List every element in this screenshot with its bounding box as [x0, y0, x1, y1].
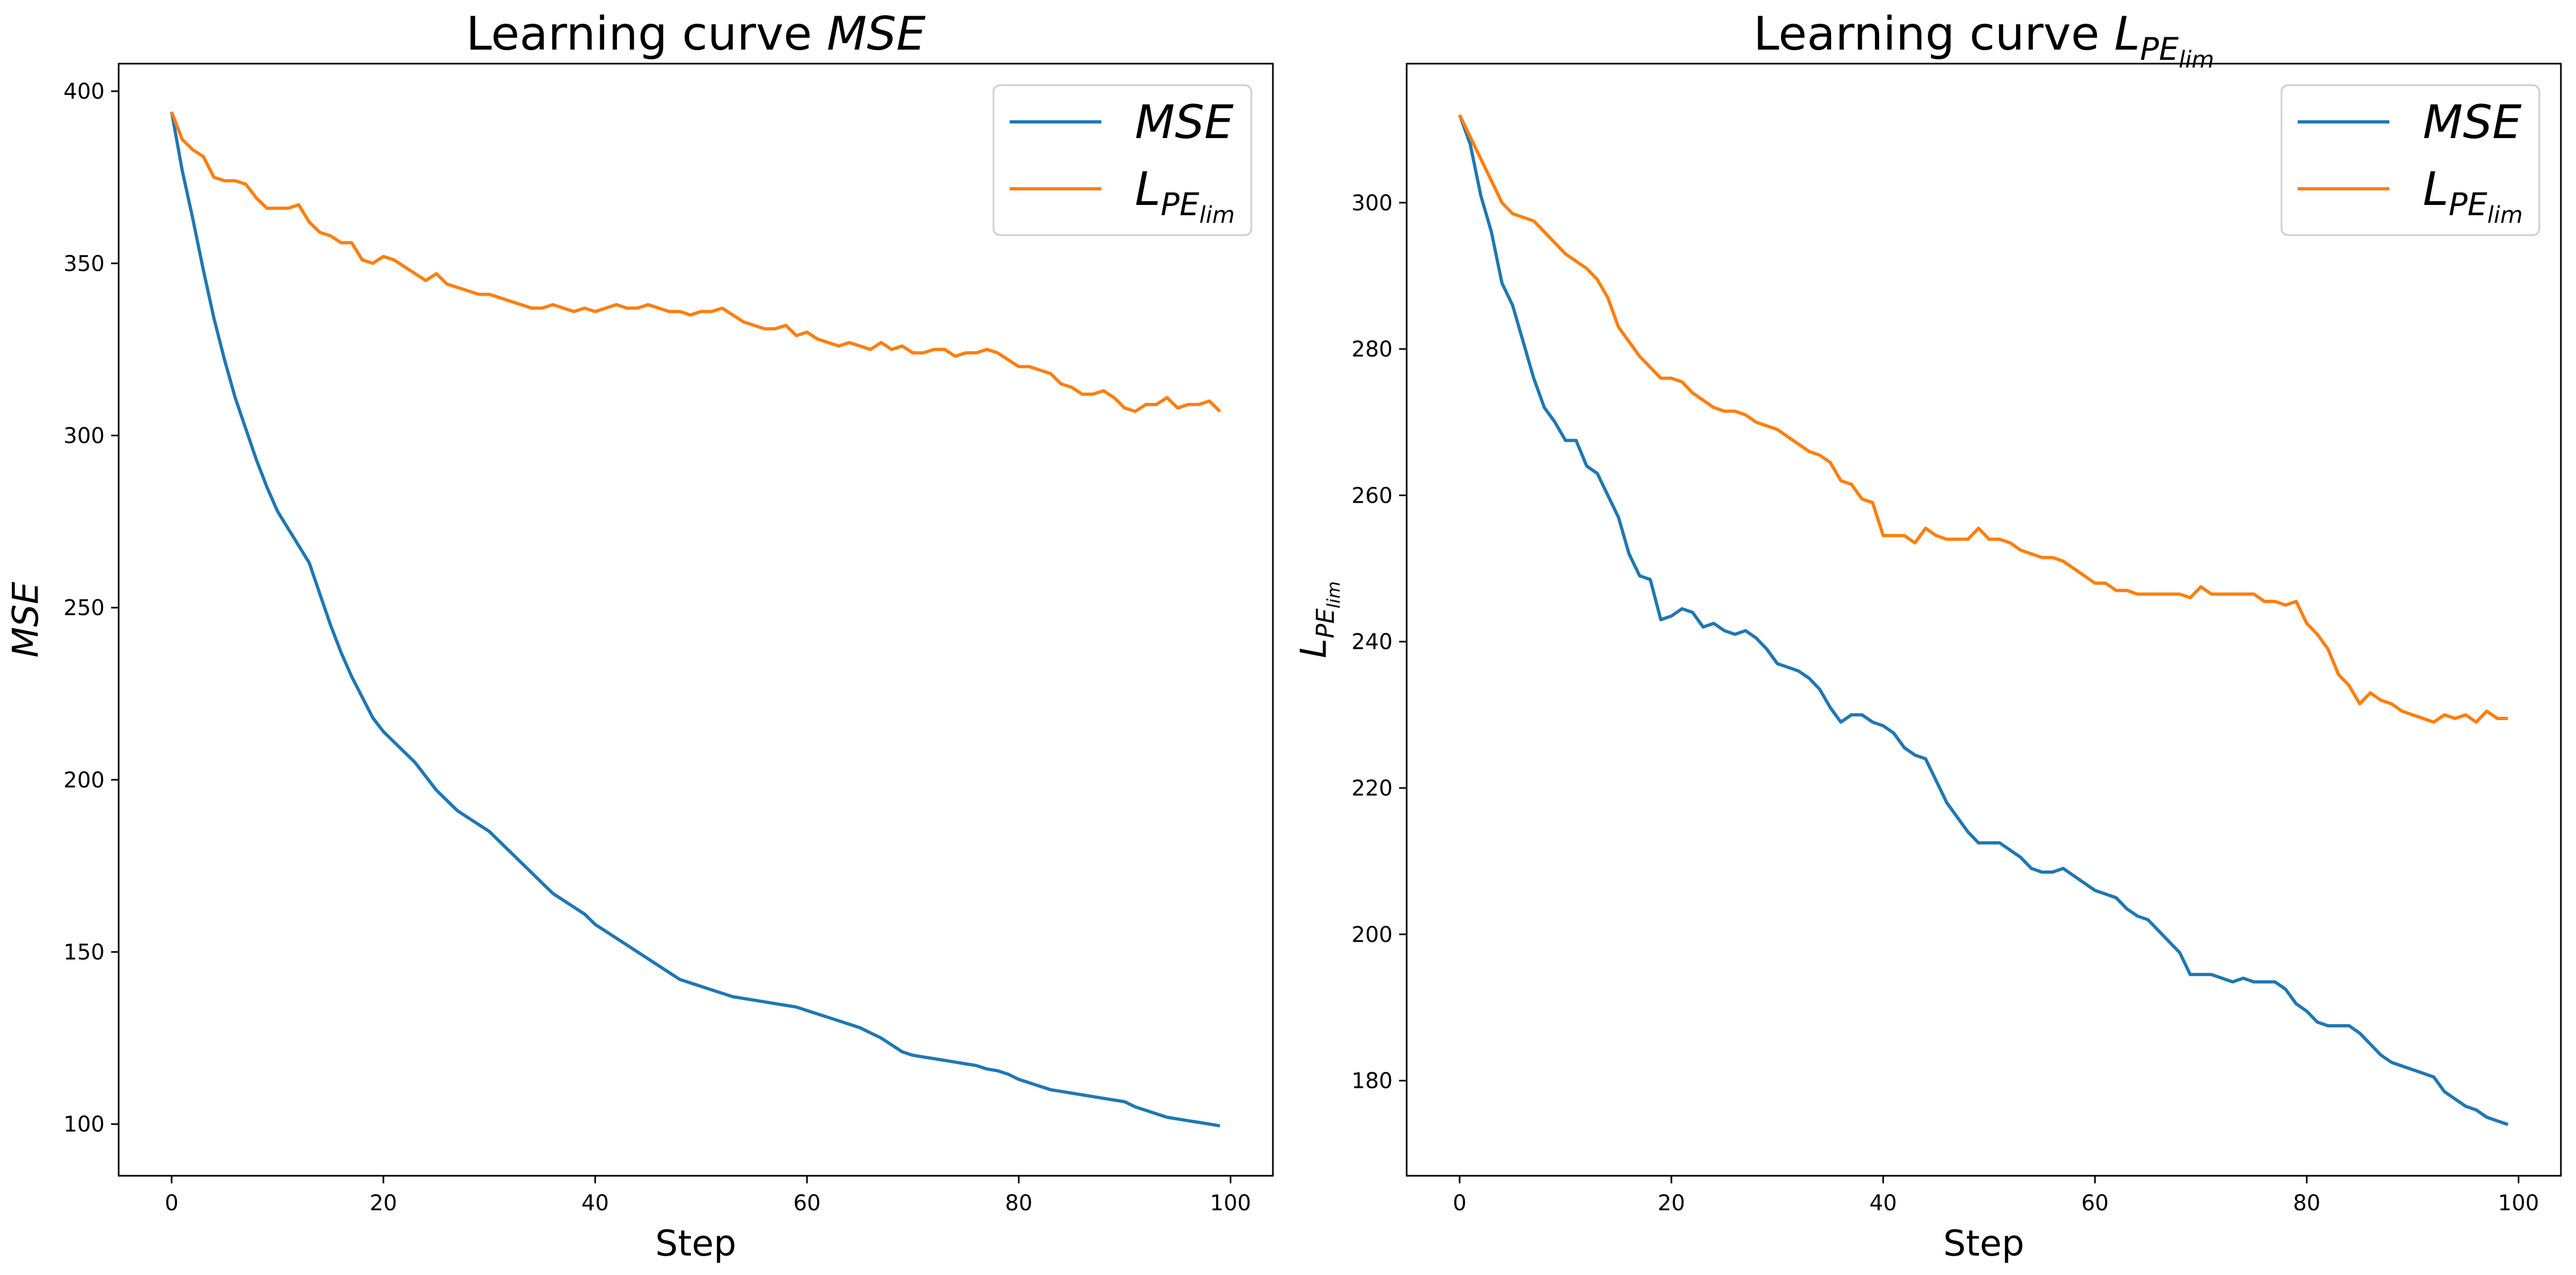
series-line-lpe [1458, 114, 2508, 724]
math-base: MSE [5, 581, 46, 657]
x-tick-label: 60 [793, 1191, 821, 1216]
series-line-mse [170, 111, 1221, 1128]
math-base: MSE [827, 7, 926, 61]
math-base: MSE [1135, 95, 1234, 149]
x-tick-label: 0 [1453, 1191, 1466, 1216]
math-subsubscript: lim [1323, 581, 1344, 608]
legend-label: MSE [1135, 95, 1234, 149]
y-tick-label: 300 [64, 423, 105, 448]
y-axis-label: MSE [5, 581, 46, 657]
chart-panel-mse: Learning curve MSE 0 20 40 60 80 100 100 150 200 2… [5, 7, 1274, 1264]
math-base: L [2114, 7, 2140, 61]
math-base: L [1135, 162, 1161, 216]
chart-title: Learning curve MSE [466, 7, 926, 61]
legend: MSE LPElim [2280, 84, 2540, 236]
math-subscript: PE [2449, 186, 2488, 223]
y-tick-label: 150 [64, 940, 105, 965]
math-base: L [1293, 639, 1334, 659]
legend-label: LPElim [1135, 162, 1235, 229]
math-subscript: PE [1311, 608, 1340, 639]
math-subsubscript: lim [2488, 202, 2523, 229]
y-tick-label: 350 [64, 251, 105, 276]
y-tick-label: 220 [1352, 776, 1393, 801]
x-tick-label: 20 [369, 1191, 397, 1216]
x-tick-label: 60 [2081, 1191, 2109, 1216]
x-tick-label: 80 [2293, 1191, 2320, 1216]
math-subscript: PE [1161, 186, 1200, 223]
y-axis-label: LPElim [1293, 581, 1344, 659]
x-tick-label: 40 [1869, 1191, 1897, 1216]
y-tick-label: 300 [1352, 191, 1393, 216]
x-tick-label: 20 [1657, 1191, 1685, 1216]
chart-title: Learning curve LPElim [1753, 7, 2214, 73]
x-axis-label: Step [655, 1223, 736, 1264]
math-subsubscript: lim [1200, 202, 1235, 229]
legend: MSE LPElim [992, 84, 1252, 236]
chart-title-prefix: Learning curve [466, 7, 827, 61]
y-tick-label: 200 [64, 768, 105, 793]
math-base: MSE [2423, 95, 2522, 149]
plot-frame [1406, 63, 2562, 1177]
series-line-mse [1458, 114, 2509, 1126]
x-axis-label: Step [1943, 1223, 2024, 1264]
math-subscript: PE [2140, 31, 2179, 67]
series-line-lpe [170, 111, 1221, 413]
y-tick-label: 180 [1352, 1069, 1393, 1094]
chart-title-prefix: Learning curve [1753, 7, 2114, 61]
y-tick-label: 240 [1352, 630, 1393, 655]
math-base: L [2423, 162, 2449, 216]
y-tick-label: 400 [64, 79, 105, 104]
x-tick-label: 100 [2498, 1191, 2539, 1216]
y-tick-label: 100 [64, 1112, 105, 1137]
math-subsubscript: lim [2178, 46, 2214, 73]
x-tick-label: 100 [1210, 1191, 1251, 1216]
y-tick-label: 260 [1352, 483, 1393, 508]
y-tick-label: 250 [64, 596, 105, 621]
x-tick-label: 40 [581, 1191, 609, 1216]
y-tick-label: 280 [1352, 337, 1393, 362]
legend-label: LPElim [2423, 162, 2523, 229]
y-tick-label: 200 [1352, 922, 1393, 947]
x-tick-label: 80 [1005, 1191, 1032, 1216]
legend-label: MSE [2423, 95, 2522, 149]
x-tick-label: 0 [165, 1191, 178, 1216]
plot-frame [118, 63, 1274, 1177]
